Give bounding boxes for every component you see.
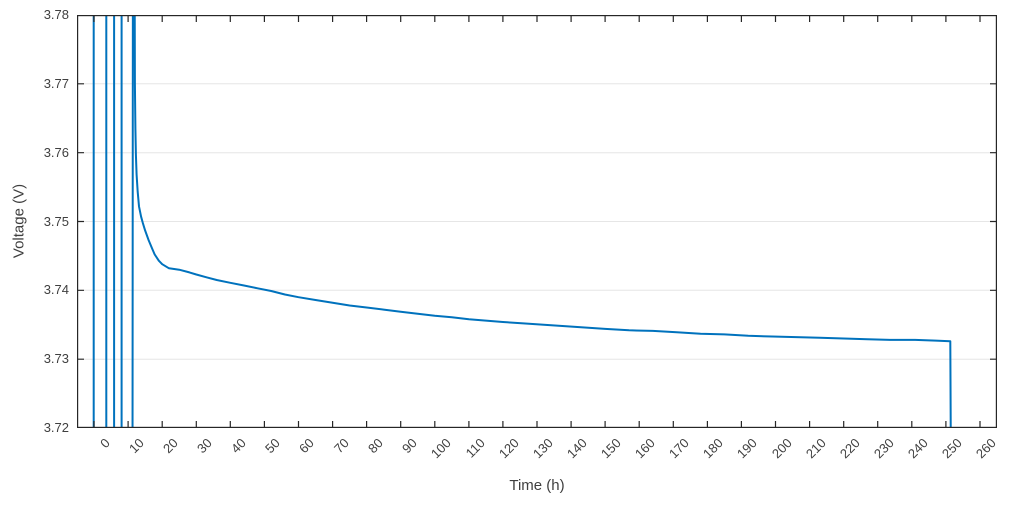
y-tick-label: 3.75	[43, 213, 69, 229]
plot-area	[77, 15, 997, 428]
chart-canvas	[77, 15, 997, 428]
y-tick-label: 3.72	[43, 420, 69, 435]
y-tick-label: 3.78	[43, 7, 69, 22]
y-axis-label: Voltage (V)	[10, 183, 28, 259]
y-tick-label: 3.76	[43, 144, 69, 160]
y-tick-label: 3.73	[43, 351, 69, 367]
x-axis-label: Time (h)	[509, 477, 565, 494]
y-tick-label: 3.77	[43, 75, 69, 91]
y-tick-label: 3.74	[43, 282, 69, 298]
